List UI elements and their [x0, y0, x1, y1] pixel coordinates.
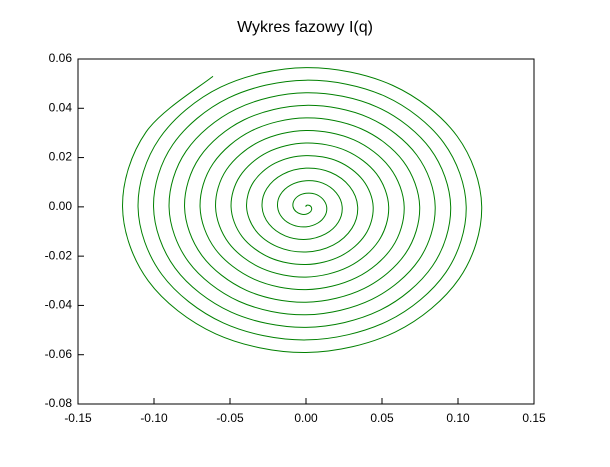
x-tick-label: 0.15 [522, 411, 546, 425]
x-tick-label: 0.05 [370, 411, 394, 425]
x-tick-label: 0.00 [294, 411, 318, 425]
chart-title: Wykres fazowy I(q) [237, 19, 373, 36]
x-tick-label: -0.10 [140, 411, 168, 425]
y-tick-label: -0.08 [45, 396, 73, 410]
y-tick-label: 0.02 [49, 150, 73, 164]
x-tick-label: -0.05 [216, 411, 244, 425]
y-tick-label: 0.04 [49, 100, 73, 114]
x-tick-label: -0.15 [64, 411, 92, 425]
y-tick-label: -0.06 [45, 347, 73, 361]
y-tick-label: -0.02 [45, 248, 73, 262]
y-tick-label: -0.04 [45, 298, 73, 312]
x-tick-label: 0.10 [446, 411, 470, 425]
y-tick-label: 0.06 [49, 51, 73, 65]
phase-curve [122, 67, 483, 354]
y-tick-label: 0.00 [49, 199, 73, 213]
